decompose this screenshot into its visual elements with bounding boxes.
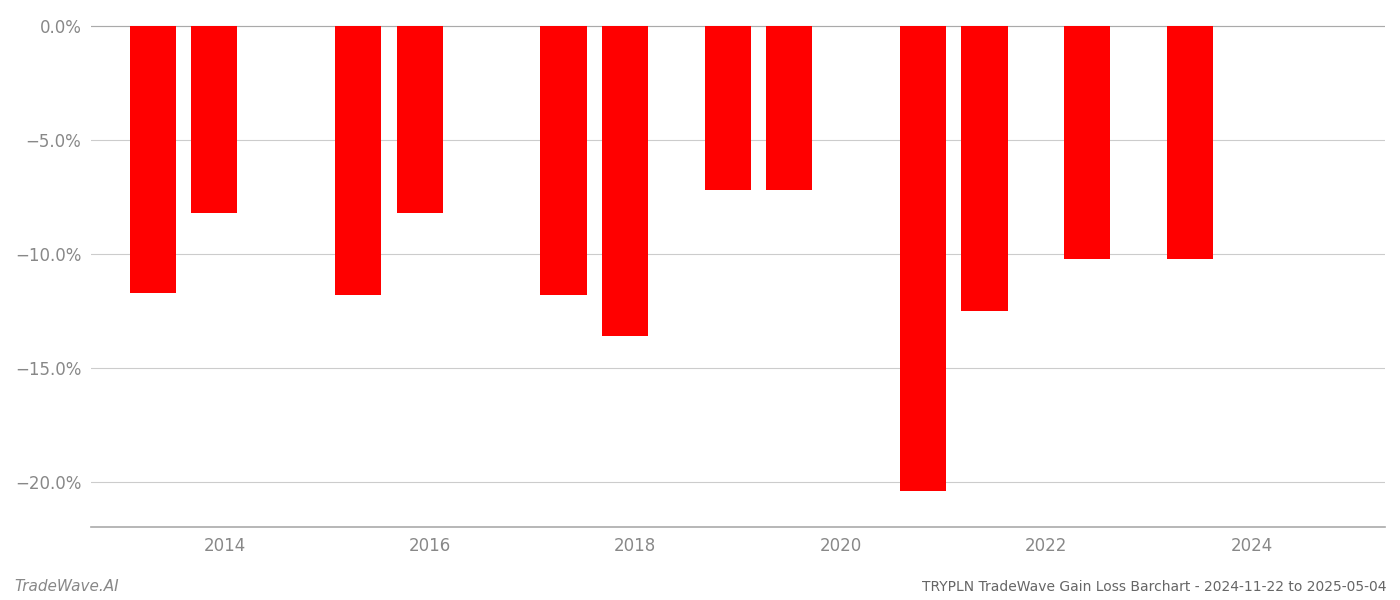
Bar [602,26,648,336]
Bar [766,26,812,190]
Bar [192,26,238,213]
Bar [900,26,946,491]
Bar [396,26,442,213]
Text: TRYPLN TradeWave Gain Loss Barchart - 2024-11-22 to 2025-05-04: TRYPLN TradeWave Gain Loss Barchart - 20… [921,580,1386,594]
Bar [540,26,587,295]
Bar [335,26,381,295]
Bar [962,26,1008,311]
Text: TradeWave.AI: TradeWave.AI [14,579,119,594]
Bar [704,26,750,190]
Bar [1166,26,1212,259]
Bar [1064,26,1110,259]
Bar [130,26,176,293]
